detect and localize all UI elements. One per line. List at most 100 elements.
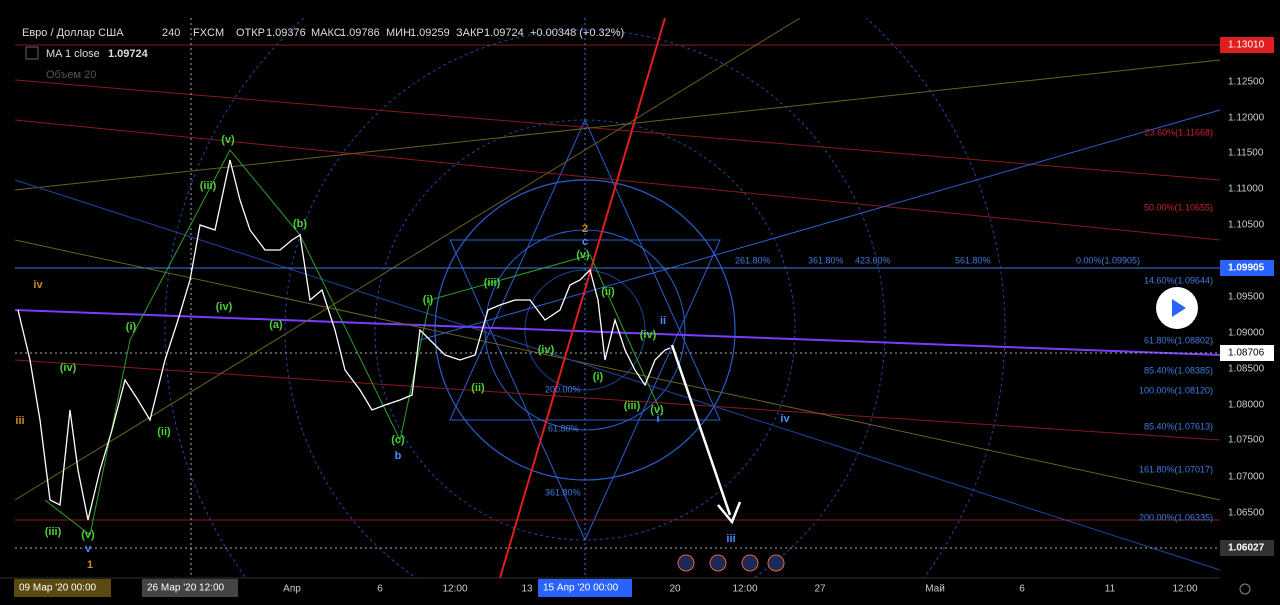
time-label: Апр [283, 584, 301, 595]
fib-label: 200.00% [545, 384, 581, 394]
fib-label: 100.00%(1.08120) [1139, 385, 1213, 395]
ma-value: 1.09724 [108, 48, 149, 60]
wave-label: (iv) [60, 362, 77, 374]
close: 1.09724 [484, 27, 524, 39]
wave-label: (v) [81, 529, 95, 541]
wave-label: (a) [269, 319, 283, 331]
wave-label: ii [660, 315, 666, 327]
wave-label: iv [780, 413, 790, 425]
price-ticks: 1.12500 1.12000 1.11500 1.11000 1.10500 … [1228, 77, 1265, 519]
time-highlight [142, 579, 238, 597]
wave-label: (ii) [471, 382, 485, 394]
wave-label: (i) [126, 321, 137, 333]
low-label: МИН [386, 27, 411, 39]
fib-label: 423.60% [855, 255, 891, 265]
time-label: 11 [1105, 584, 1116, 595]
change: +0.00348 (+0.32%) [530, 27, 624, 39]
fib-label: 61.80% [548, 423, 579, 433]
time-label: 6 [1019, 584, 1025, 595]
interval: 240 [162, 27, 180, 39]
fib-label: 361.80% [545, 487, 581, 497]
wave-label: (v) [221, 134, 235, 146]
price-tick: 1.07000 [1228, 472, 1265, 483]
price-tick: 1.09500 [1228, 292, 1265, 303]
fib-label: 0.00%(1.09905) [1076, 255, 1140, 265]
play-icon [1172, 299, 1186, 317]
time-label: 12:00 [732, 584, 757, 595]
wave-label: (iii) [45, 526, 62, 538]
wave-label: (iii) [624, 400, 641, 412]
ma-label: MA 1 close [46, 48, 100, 60]
price-tick: 1.12000 [1228, 113, 1265, 124]
wave-label: (v) [576, 249, 590, 261]
time-highlight-label: 15 Апр '20 00:00 [543, 583, 619, 594]
exchange: FXCM [193, 27, 224, 39]
time-label: 12:00 [1172, 584, 1197, 595]
wave-label: (iv) [216, 301, 233, 313]
high: 1.09786 [340, 27, 380, 39]
low: 1.09259 [410, 27, 450, 39]
wave-label: iii [15, 415, 24, 427]
price-marker-label: 1.13010 [1228, 40, 1265, 51]
time-highlight-label: 09 Мар '20 00:00 [19, 583, 97, 594]
volume-label: Объем 20 [46, 69, 96, 81]
fib-label: 361.80% [808, 255, 844, 265]
price-marker-label: 1.09905 [1228, 263, 1265, 274]
fib-label: 14.60%(1.09644) [1144, 275, 1213, 285]
symbol: Евро / Доллар США [22, 27, 124, 39]
time-labels: Апр 6 12:00 13 20 12:00 27 Май 6 11 12:0… [283, 584, 1198, 595]
wave-label: v [85, 543, 92, 555]
price-marker [1220, 37, 1274, 53]
wave-label: (iii) [484, 277, 501, 289]
wave-label: i [656, 413, 659, 425]
wave-label: (c) [391, 434, 405, 446]
top-strip [0, 0, 1280, 18]
time-label: 12:00 [442, 584, 467, 595]
time-label: 27 [814, 584, 826, 595]
wave-labels: (v) (iii) (iv) (b) (a) (c) b (i) (ii) (i… [15, 134, 790, 571]
wave-label: iii [726, 533, 735, 545]
close-label: ЗАКР [456, 27, 484, 39]
wave-label: 2 [582, 223, 588, 235]
fib-label: 50.00%(1.10655) [1144, 202, 1213, 212]
price-tick: 1.08500 [1228, 364, 1265, 375]
time-label: 13 [521, 584, 533, 595]
collapse-button[interactable] [25, 46, 39, 60]
wave-label: (ii) [157, 426, 171, 438]
wave-label: (iv) [538, 344, 555, 356]
time-highlight [14, 579, 111, 597]
time-label: 20 [669, 584, 681, 595]
fib-label: 23.60%(1.11668) [1145, 127, 1213, 137]
price-tick: 1.08000 [1228, 400, 1265, 411]
high-label: МАКС [311, 27, 342, 39]
fib-label: 200.00%(1.06335) [1139, 512, 1213, 522]
wave-label: (i) [423, 294, 434, 306]
wave-label: (v) [650, 404, 664, 416]
fib-labels: 0.00%(1.09905) 14.60%(1.09644) 61.80%(1.… [545, 127, 1213, 522]
price-tick: 1.09000 [1228, 328, 1265, 339]
price-tick: 1.11500 [1228, 148, 1264, 159]
price-marker-label: 1.06027 [1228, 543, 1265, 554]
price-tick: 1.12500 [1228, 77, 1265, 88]
event-icons[interactable] [677, 554, 785, 572]
wave-label: (ii) [601, 286, 615, 298]
price-tick: 1.07500 [1228, 435, 1265, 446]
wave-label: (i) [593, 371, 604, 383]
drawings [14, 0, 1221, 605]
settings-button[interactable] [1239, 583, 1251, 595]
open: 1.09376 [266, 27, 306, 39]
wave-label: 1 [87, 559, 93, 571]
fib-label: 261.80% [735, 255, 771, 265]
price-marker [1220, 260, 1274, 276]
time-highlight [538, 579, 632, 597]
wave-label: b [395, 450, 402, 462]
open-label: ОТКР [236, 27, 265, 39]
price-axis [1220, 18, 1280, 578]
price-marker [1220, 540, 1274, 556]
time-label: Май [925, 584, 945, 595]
price-marker [1220, 345, 1274, 361]
wave-label: (iv) [640, 329, 657, 341]
wave-label: (b) [293, 218, 307, 230]
